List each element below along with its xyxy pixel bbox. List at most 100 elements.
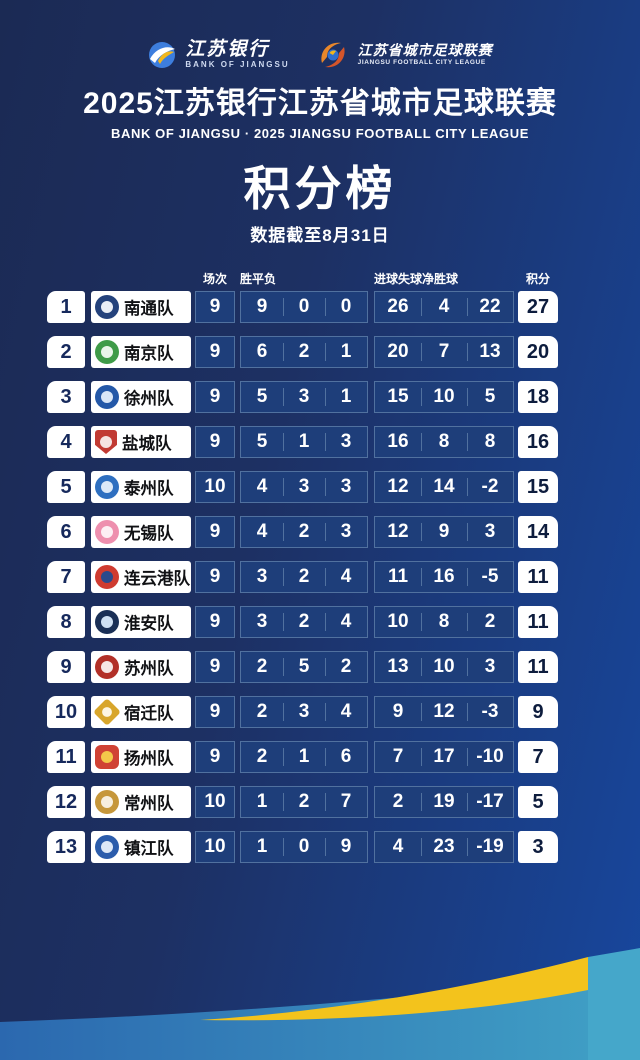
stat-goals-for: 12 — [375, 472, 421, 502]
stat-goal-diff: -2 — [467, 472, 513, 502]
stat-value: 23 — [433, 836, 455, 857]
stat-value: 0 — [340, 296, 352, 317]
stat-won: 3 — [241, 562, 283, 592]
wdl-group: 9 0 0 — [240, 291, 368, 323]
badge-core — [101, 571, 113, 583]
points-cell: 20 — [518, 336, 558, 368]
goals-group: 20 7 13 — [374, 336, 514, 368]
stat-value: -19 — [476, 836, 504, 857]
wdl-group: 3 2 4 — [240, 606, 368, 638]
badge-core — [101, 391, 113, 403]
stat-value: 9 — [392, 701, 404, 722]
stat-value: 7 — [438, 341, 450, 362]
stat-goals-against: 9 — [421, 517, 467, 547]
stat-drawn: 2 — [283, 787, 325, 817]
stat-value: 1 — [340, 386, 352, 407]
stat-value: 9 — [209, 746, 221, 767]
stat-value: 5 — [256, 431, 268, 452]
rank-cell: 1 — [47, 291, 85, 323]
badge-core — [101, 346, 113, 358]
stat-won: 5 — [241, 427, 283, 457]
stat-won: 1 — [241, 787, 283, 817]
stat-played: 9 — [195, 606, 235, 638]
stat-value: 12 — [387, 521, 409, 542]
team-name: 南京队 — [124, 345, 174, 363]
stat-lost: 3 — [325, 427, 367, 457]
stat-value: 2 — [256, 746, 268, 767]
stat-value: 3 — [298, 701, 310, 722]
team-name: 苏州队 — [124, 660, 174, 678]
stat-value: 2 — [340, 656, 352, 677]
stat-played: 9 — [195, 516, 235, 548]
stat-won: 4 — [241, 517, 283, 547]
goals-group: 26 4 22 — [374, 291, 514, 323]
stat-won: 3 — [241, 607, 283, 637]
stat-goals-for: 15 — [375, 382, 421, 412]
bottom-wave-decoration — [0, 948, 640, 1060]
rank-cell: 7 — [47, 561, 85, 593]
badge-core — [100, 436, 112, 448]
goals-group: 11 16 -5 — [374, 561, 514, 593]
table-row: 6 无锡队 9 4 2 3 12 9 3 14 — [47, 516, 558, 548]
goals-group: 15 10 5 — [374, 381, 514, 413]
stat-value: 16 — [433, 566, 455, 587]
stat-played: 10 — [195, 471, 235, 503]
column-header: 平 — [252, 271, 265, 286]
column-header-group: 进球 失球 净胜球 — [374, 270, 514, 286]
stat-value: 3 — [484, 656, 496, 677]
stat-value: 2 — [392, 791, 404, 812]
stat-won: 1 — [241, 832, 283, 862]
stat-drawn: 3 — [283, 697, 325, 727]
points-cell: 27 — [518, 291, 558, 323]
stat-goal-diff: 3 — [467, 652, 513, 682]
stat-goals-for: 10 — [375, 607, 421, 637]
stat-value: 15 — [387, 386, 409, 407]
stat-goals-against: 23 — [421, 832, 467, 862]
stat-lost: 1 — [325, 382, 367, 412]
stat-value: -10 — [476, 746, 504, 767]
goals-group: 16 8 8 — [374, 426, 514, 458]
points-cell: 18 — [518, 381, 558, 413]
stat-value: 2 — [298, 611, 310, 632]
stat-value: 2 — [256, 656, 268, 677]
stat-value: -2 — [481, 476, 499, 497]
rank-cell: 8 — [47, 606, 85, 638]
stat-goals-against: 8 — [421, 607, 467, 637]
stat-drawn: 3 — [283, 382, 325, 412]
league-logo: 江苏省城市足球联赛 JIANGSU FOOTBALL CITY LEAGUE — [316, 38, 493, 72]
xuzhou-crest-icon — [95, 385, 119, 409]
table-row: 8 淮安队 9 3 2 4 10 8 2 11 — [47, 606, 558, 638]
stat-drawn: 1 — [283, 742, 325, 772]
rank-cell: 11 — [47, 741, 85, 773]
stat-goals-for: 4 — [375, 832, 421, 862]
badge-core — [101, 616, 113, 628]
stat-value: 4 — [256, 476, 268, 497]
page-title: 2025江苏银行江苏省城市足球联赛 — [83, 87, 557, 120]
stat-drawn: 5 — [283, 652, 325, 682]
stat-value: 7 — [392, 746, 404, 767]
stat-goals-against: 14 — [421, 472, 467, 502]
wdl-group: 1 0 9 — [240, 831, 368, 863]
stat-value: 9 — [209, 521, 221, 542]
stat-value: 3 — [298, 476, 310, 497]
rank-cell: 12 — [47, 786, 85, 818]
stat-won: 4 — [241, 472, 283, 502]
stat-value: 5 — [256, 386, 268, 407]
stat-value: 12 — [387, 476, 409, 497]
stat-goals-against: 16 — [421, 562, 467, 592]
stat-value: 6 — [340, 746, 352, 767]
team-cell: 无锡队 — [91, 516, 191, 548]
wdl-group: 2 1 6 — [240, 741, 368, 773]
stat-value: 9 — [209, 656, 221, 677]
bank-of-jiangsu-icon — [149, 42, 176, 68]
team-cell: 南京队 — [91, 336, 191, 368]
table-row: 9 苏州队 9 2 5 2 13 10 3 11 — [47, 651, 558, 683]
stat-value: 2 — [298, 566, 310, 587]
stat-value: 2 — [298, 791, 310, 812]
stat-goals-for: 9 — [375, 697, 421, 727]
stat-won: 2 — [241, 742, 283, 772]
stat-value: 9 — [209, 431, 221, 452]
as-of-date: 数据截至8月31日 — [250, 226, 390, 245]
stat-played: 9 — [195, 741, 235, 773]
